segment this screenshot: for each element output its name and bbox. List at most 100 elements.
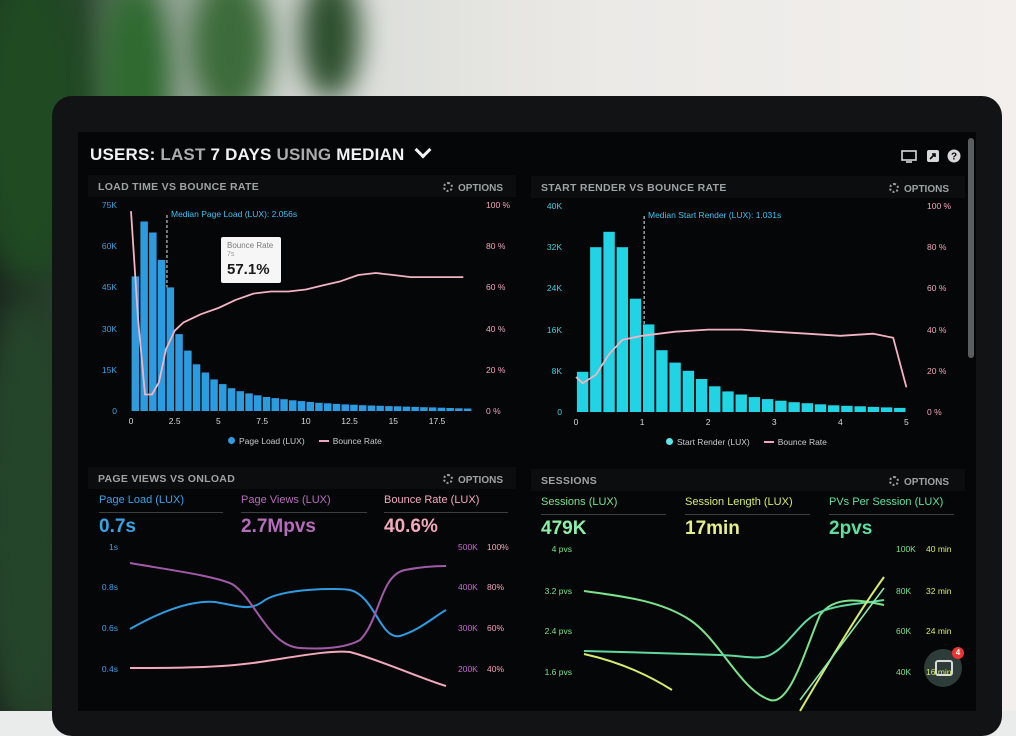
bar — [801, 403, 813, 412]
legend-load-time: Page Load (LUX) Bounce Rate — [228, 436, 382, 446]
legend-start-render: Start Render (LUX) Bounce Rate — [666, 437, 827, 447]
panel-header-start-render — [531, 176, 965, 198]
y-tick-mid: 100K — [896, 544, 916, 554]
divider — [829, 514, 954, 515]
bar — [455, 408, 463, 411]
bar — [324, 403, 332, 411]
y-tick-right: 40% — [487, 664, 505, 674]
y-tick-right: 16 min — [926, 667, 952, 677]
x-tick: 4 — [837, 417, 843, 427]
y-tick-right: 40 min — [926, 544, 952, 554]
y-tick-mid: 200K — [458, 664, 478, 674]
y-tick-right: 60% — [487, 623, 505, 633]
bounce-rate-line — [575, 328, 908, 388]
sessions-chart — [583, 576, 885, 712]
metric-value-sessions: 479K — [541, 518, 587, 539]
panel-title-start-render: START RENDER VS BOUNCE RATE — [541, 182, 727, 194]
bar — [166, 287, 175, 411]
metric-value-session-length: 17min — [685, 518, 740, 539]
bar — [590, 247, 602, 412]
bar — [297, 401, 306, 411]
y-tick-mid: 40K — [896, 667, 912, 677]
divider — [541, 514, 666, 515]
scrollbar[interactable] — [968, 138, 974, 358]
chat-button[interactable]: 4 — [924, 647, 964, 687]
series-pvs-line — [583, 576, 885, 712]
y-tick-left: 3.2 pvs — [544, 586, 572, 596]
x-tick: 15 — [388, 416, 399, 426]
gear-icon — [889, 183, 899, 193]
monitor-icon[interactable] — [901, 150, 917, 163]
bar — [245, 393, 253, 411]
y-tick-left: 8K — [551, 365, 562, 376]
series-page-views-line — [129, 562, 447, 650]
y-tick-mid: 400K — [458, 582, 478, 592]
page-views-chart — [129, 562, 447, 687]
x-tick: 1 — [639, 417, 645, 427]
bar — [315, 402, 323, 411]
y-tick-left: 24K — [546, 283, 562, 294]
y-tick-right: 20 % — [486, 364, 506, 375]
y-tick-right: 0 % — [927, 407, 942, 417]
y-tick-left: 16K — [546, 324, 562, 335]
bar — [201, 372, 210, 411]
options-button-load-time[interactable]: OPTIONS — [443, 181, 503, 194]
bar — [437, 407, 446, 411]
bar — [289, 400, 297, 411]
y-tick-left: 1s — [109, 542, 118, 552]
dashboard-title[interactable]: USERS: LAST 7 DAYS USING MEDIAN — [90, 141, 432, 165]
gear-icon — [443, 474, 453, 484]
bar — [254, 395, 262, 411]
y-tick-right: 60 % — [486, 282, 506, 293]
x-tick: 2 — [705, 417, 711, 427]
help-icon[interactable]: ? — [947, 149, 961, 163]
bar — [616, 247, 628, 412]
y-tick-right: 0 % — [486, 406, 501, 416]
bar — [175, 334, 183, 411]
options-button-page-views[interactable]: OPTIONS — [443, 473, 503, 486]
divider — [99, 512, 223, 513]
bar — [358, 405, 367, 411]
options-button-sessions[interactable]: OPTIONS — [889, 475, 949, 488]
chat-icon — [935, 660, 953, 676]
bar — [463, 408, 472, 411]
series-session-length-line — [583, 599, 885, 659]
series-sessions-line — [583, 590, 885, 702]
y-tick-left: 40K — [546, 201, 562, 211]
bar — [788, 402, 800, 412]
x-tick: 3 — [771, 417, 777, 427]
bar — [761, 399, 774, 412]
chat-badge: 4 — [952, 647, 964, 659]
bar — [192, 364, 201, 411]
start-render-chart — [575, 216, 908, 413]
y-tick-mid: 500K — [458, 542, 478, 552]
panel-title-page-views: PAGE VIEWS VS ONLOAD — [98, 473, 236, 485]
bar — [131, 276, 140, 411]
y-tick-mid: 80K — [896, 586, 912, 596]
divider — [384, 512, 508, 513]
y-tick-left: 2.4 pvs — [544, 626, 572, 636]
bar — [814, 404, 827, 412]
x-tick: 17.5 — [428, 416, 446, 426]
y-tick-left: 32K — [546, 242, 562, 253]
bar — [709, 386, 721, 413]
x-tick: 10 — [301, 416, 311, 426]
y-tick-mid: 300K — [458, 623, 478, 633]
share-icon[interactable] — [926, 149, 940, 162]
bar — [385, 406, 393, 411]
x-tick: 12.5 — [341, 416, 358, 426]
divider — [241, 512, 367, 513]
bar — [828, 405, 840, 412]
bar — [393, 406, 402, 411]
bar — [262, 397, 271, 411]
bar — [227, 388, 236, 411]
panel-title-sessions: SESSIONS — [541, 475, 598, 487]
bar — [184, 350, 192, 411]
metric-label-page-load: Page Load (LUX) — [99, 494, 184, 506]
bar — [140, 221, 148, 411]
panel-header-page-views — [88, 467, 516, 489]
bar — [629, 298, 642, 412]
options-button-start-render[interactable]: OPTIONS — [889, 182, 949, 195]
x-tick: 5 — [216, 416, 221, 426]
bar — [219, 384, 227, 411]
